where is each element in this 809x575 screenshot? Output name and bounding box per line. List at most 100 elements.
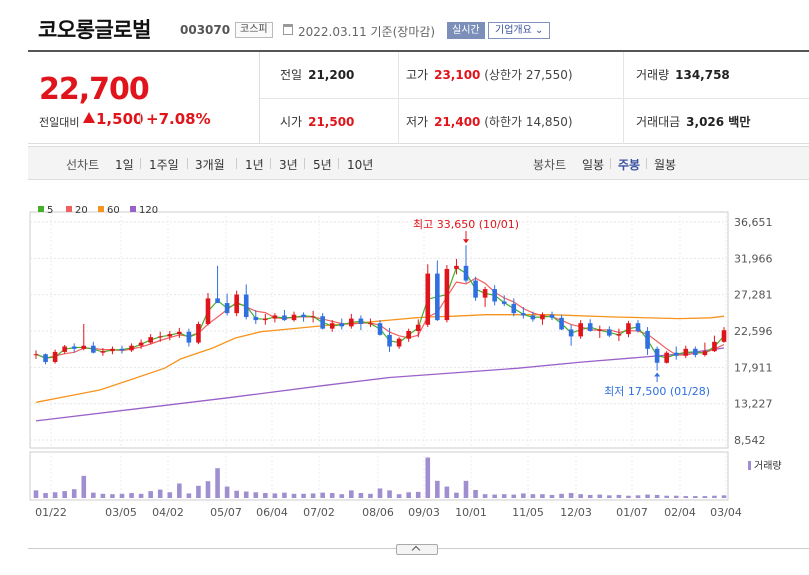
change-label: 전일대비 xyxy=(39,116,80,129)
candle-body xyxy=(377,323,383,335)
candle-body xyxy=(482,289,488,298)
volume-bar xyxy=(243,491,249,498)
candle-body xyxy=(253,317,259,321)
volume-bar xyxy=(444,486,450,498)
candle-body xyxy=(693,348,698,356)
current-price: 22,700 xyxy=(39,72,150,107)
legend-swatch-20 xyxy=(66,206,72,212)
volume-bar xyxy=(435,480,440,498)
candle-body xyxy=(673,352,679,356)
y-tick-label: 17,911 xyxy=(734,361,773,374)
x-tick-label: 06/04 xyxy=(256,506,288,519)
candle-body xyxy=(320,316,325,329)
y-tick-label: 13,227 xyxy=(734,398,773,411)
current-price-box: 22,700 전일대비 1,500 +7.08% xyxy=(28,52,260,144)
volume-bar xyxy=(329,493,335,498)
legend-label-60: 60 xyxy=(107,205,120,216)
candle-body xyxy=(43,354,48,362)
period-10y[interactable]: 10년 xyxy=(347,158,374,172)
candle-body xyxy=(272,315,278,319)
volume-bar xyxy=(463,480,469,498)
volume-plot-frame xyxy=(29,451,729,501)
ma20-line xyxy=(35,277,725,359)
candle-body xyxy=(540,314,545,320)
y-tick-label: 36,651 xyxy=(734,216,773,229)
period-5y[interactable]: 5년 xyxy=(313,158,332,172)
volume-bar xyxy=(205,481,211,498)
period-1y[interactable]: 1년 xyxy=(245,158,264,172)
volume-bar xyxy=(511,494,517,498)
divider xyxy=(398,52,399,144)
candle-body xyxy=(177,331,182,335)
high-cell: 고가 23,100 (상한가 27,550) xyxy=(406,52,573,98)
amount-cell: 거래대금 3,026 백만 xyxy=(636,99,750,145)
candle-body xyxy=(415,324,421,331)
change-percent: +7.08% xyxy=(146,110,211,128)
volume-bar xyxy=(501,494,507,498)
up-arrow-icon xyxy=(654,372,661,377)
volume-value: 134,758 xyxy=(675,68,730,82)
volume-bar xyxy=(349,490,354,498)
prev-close-cell: 전일 21,200 xyxy=(280,52,354,98)
period-1d[interactable]: 1일 xyxy=(115,158,134,172)
candle-body xyxy=(635,323,641,331)
candle-weekly[interactable]: 주봉 xyxy=(618,158,641,172)
volume-bar xyxy=(186,493,192,498)
line-chart-label: 선차트 xyxy=(66,158,100,172)
down-arrow-icon xyxy=(463,239,469,244)
candle-daily[interactable]: 일봉 xyxy=(582,158,605,172)
base-date: 2022.03.11 기준(장마감) xyxy=(298,25,436,39)
stock-code: 003070 xyxy=(180,23,231,37)
high-annotation: 최고 33,650 (10/01) xyxy=(413,218,519,231)
x-tick-label: 03/04 xyxy=(710,506,742,519)
volume-bar xyxy=(339,494,345,498)
period-3m[interactable]: 3개월 xyxy=(195,158,225,172)
candle-body xyxy=(559,317,564,330)
candle-body xyxy=(119,348,125,351)
volume-bar xyxy=(664,495,669,498)
period-1w[interactable]: 1주일 xyxy=(149,158,179,172)
candle-body xyxy=(196,323,201,343)
volume-bar xyxy=(71,489,77,498)
volume-bar xyxy=(530,494,536,498)
change-value: 1,500 xyxy=(96,110,144,128)
legend-swatch-5 xyxy=(38,206,44,212)
candle-body xyxy=(435,273,440,321)
candle-body xyxy=(501,301,507,304)
volume-bar xyxy=(454,492,459,498)
candle-body xyxy=(664,352,669,363)
volume-bar xyxy=(635,495,641,498)
company-overview-dropdown[interactable]: 기업개요 ⌄ xyxy=(488,22,551,39)
candle-body xyxy=(454,265,459,269)
volume-bar xyxy=(110,494,115,498)
low-annotation: 최저 17,500 (01/28) xyxy=(604,385,710,398)
volume-label: 거래량 xyxy=(636,68,670,82)
volume-bar xyxy=(377,488,383,498)
candle-body xyxy=(329,323,335,329)
volume-bar xyxy=(52,492,58,498)
candle-body xyxy=(52,351,58,362)
quote-panel: 22,700 전일대비 1,500 +7.08% 전일 21,200 고가 23,1… xyxy=(28,50,809,144)
volume-bar xyxy=(425,457,431,498)
candle-body xyxy=(148,337,153,343)
price-plot-frame xyxy=(29,211,729,449)
volume-bar xyxy=(492,494,497,498)
candle-monthly[interactable]: 월봉 xyxy=(654,158,677,172)
volume-bar xyxy=(626,495,631,498)
legend-label-120: 120 xyxy=(139,205,158,216)
volume-bar xyxy=(693,496,698,498)
x-tick-label: 04/02 xyxy=(152,506,184,519)
candle-body xyxy=(626,323,631,335)
candle-body xyxy=(702,351,708,356)
period-3y[interactable]: 3년 xyxy=(279,158,298,172)
open-value: 21,500 xyxy=(308,115,355,129)
realtime-button[interactable]: 실시간 xyxy=(447,22,485,39)
divider xyxy=(187,158,188,169)
volume-legend-swatch xyxy=(748,461,751,470)
divider xyxy=(623,52,624,144)
volume-bar xyxy=(253,492,259,498)
low-label: 저가 xyxy=(406,115,429,129)
chart-collapse-button[interactable] xyxy=(396,544,438,555)
volume-bar xyxy=(33,490,39,498)
